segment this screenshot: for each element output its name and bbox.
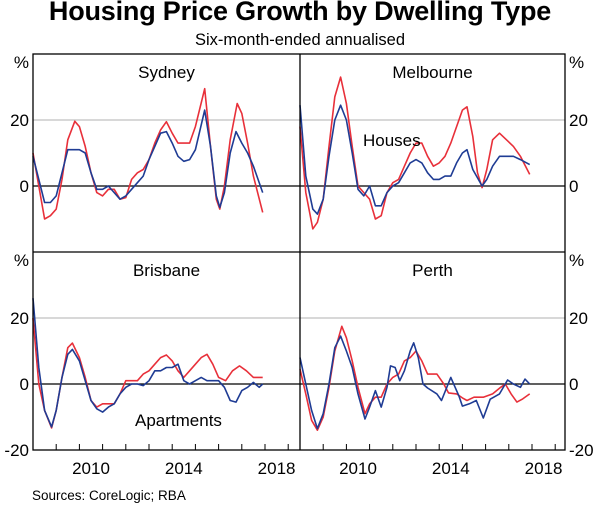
y-tick-label-left: 0 <box>20 177 29 196</box>
y-tick-label-right: 20 <box>569 309 588 328</box>
series-lines <box>32 76 531 432</box>
chart-title: Housing Price Growth by Dwelling Type <box>48 0 552 26</box>
y-tick-label-left: 20 <box>10 111 29 130</box>
chart-subtitle: Six-month-ended annualised <box>194 31 406 49</box>
x-tick-label: 2018 <box>525 459 563 478</box>
y-tick-label-right: 0 <box>569 177 578 196</box>
series-brisbane-houses <box>32 317 263 429</box>
y-unit-right: % <box>569 251 584 270</box>
y-tick-label-right: 20 <box>569 111 588 130</box>
y-tick-label-right: -20 <box>569 441 594 460</box>
y-tick-label-right: 0 <box>569 375 578 394</box>
series-melbourne-apartments <box>299 104 531 215</box>
series-brisbane-apartments <box>32 298 264 428</box>
series-perth-apartments <box>299 335 531 430</box>
y-unit-left: % <box>14 53 29 72</box>
y-tick-label-left: -20 <box>4 441 29 460</box>
panel-title-sydney: Sydney <box>138 63 195 82</box>
panel-title-brisbane: Brisbane <box>133 261 200 280</box>
x-tick-label: 2014 <box>165 459 203 478</box>
y-tick-label-left: 0 <box>20 375 29 394</box>
x-tick-label: 2018 <box>258 459 296 478</box>
y-unit-left: % <box>14 251 29 270</box>
y-tick-label-left: 20 <box>10 309 29 328</box>
x-tick-label: 2010 <box>339 459 377 478</box>
series-melbourne-houses <box>299 76 531 230</box>
x-tick-label: 2014 <box>432 459 470 478</box>
legend-apartments-label: Apartments <box>135 411 222 430</box>
series-sydney-apartments <box>32 109 264 209</box>
panel-title-melbourne: Melbourne <box>392 63 472 82</box>
series-perth-houses <box>299 325 531 432</box>
panel-title-perth: Perth <box>412 261 453 280</box>
y-unit-right: % <box>569 53 584 72</box>
legend-houses-label: Houses <box>363 131 421 150</box>
source-note: Sources: CoreLogic; RBA <box>32 488 186 503</box>
x-tick-label: 2010 <box>72 459 110 478</box>
axis-labels: Sydney Melbourne Brisbane 2010 2014 2018 Perth… <box>4 53 593 478</box>
panel-frames <box>32 53 566 451</box>
gridlines <box>33 119 565 385</box>
